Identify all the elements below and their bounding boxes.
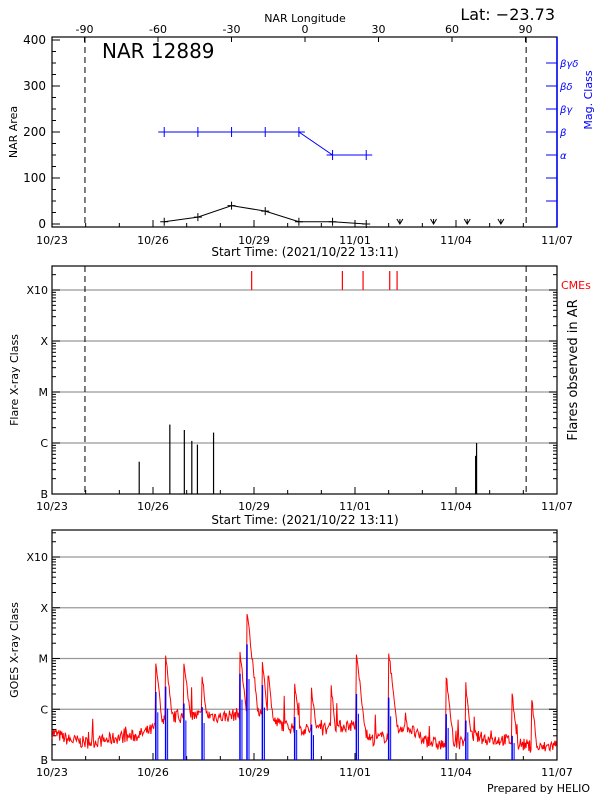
goes-axis-label: GOES X-ray Class — [8, 602, 21, 698]
longitude-tick-label: 60 — [445, 23, 459, 36]
longitude-tick-label: 0 — [302, 23, 309, 36]
x-tick-label: 11/01 — [339, 500, 371, 513]
y-tick-label: 100 — [23, 171, 46, 185]
area-axis-label: NAR Area — [7, 106, 20, 158]
y-tick-label: X — [40, 602, 48, 615]
longitude-tick-label: 30 — [372, 23, 386, 36]
area-not-visible-marker — [497, 218, 505, 225]
area-data-point — [261, 207, 270, 216]
mag-class-data-point — [292, 127, 305, 137]
mag-class-data-point — [326, 150, 339, 160]
y-tick-label: 200 — [23, 125, 46, 139]
area-not-visible-marker — [430, 218, 437, 225]
x-tick-label: 11/07 — [541, 500, 573, 513]
x-tick-label: 10/29 — [238, 234, 270, 247]
y-tick-label: 300 — [23, 79, 46, 93]
mag-class-data-point — [259, 127, 272, 137]
mag-class-tick-label: βδ — [559, 82, 573, 93]
y-tick-label: B — [40, 488, 48, 501]
y-tick-label: B — [40, 754, 48, 767]
y-tick-label: M — [39, 653, 49, 666]
area-not-visible-marker — [396, 218, 404, 225]
area-not-visible-marker — [463, 218, 471, 225]
flare-plot-content: 10/23 10/26 10/29 11/01 11/04 11/07 B C M X X10 — [26, 266, 573, 513]
x-tick-label: 10/23 — [36, 766, 68, 779]
mag-class-tick-label: βγ — [559, 105, 573, 116]
cme-label: CMEs — [561, 279, 591, 292]
x-tick-label: 11/07 — [541, 766, 573, 779]
y-tick-label: 0 — [38, 217, 46, 231]
y-tick-label: M — [39, 386, 49, 399]
prepared-by-label: Prepared by HELIO — [487, 782, 590, 795]
longitude-tick-label: -60 — [149, 23, 167, 36]
mag-class-tick-label: α — [560, 151, 567, 162]
x-tick-label: 10/23 — [36, 500, 68, 513]
mag-class-data-point — [225, 127, 238, 137]
y-tick-label: 400 — [23, 33, 46, 47]
mag-class-data-point — [158, 127, 171, 137]
x-tick-label: 11/04 — [440, 234, 472, 247]
area-x-axis-label: Start Time: (2021/10/22 13:11) — [211, 245, 398, 259]
x-tick-label: 11/07 — [541, 234, 573, 247]
flare-plot-frame — [51, 265, 558, 495]
x-tick-label: 10/26 — [137, 234, 169, 247]
area-data-point — [227, 201, 236, 210]
area-data-point — [160, 217, 169, 226]
x-tick-label: 10/26 — [137, 766, 169, 779]
x-tick-label: 11/01 — [339, 766, 371, 779]
area-data-point — [328, 217, 337, 226]
goes-panel: 10/23 10/26 10/29 11/01 11/04 11/07 B C M X X10 GO… — [8, 529, 573, 779]
mag-class-tick-label: β — [559, 128, 567, 139]
area-plot-content: 10/23 10/26 10/29 11/01 11/04 11/07 0 100 200 300… — [23, 33, 578, 247]
y-tick-label: C — [40, 703, 48, 716]
goes-long-channel-line — [51, 613, 557, 753]
mag-class-data-point — [191, 127, 204, 137]
y-tick-label: C — [40, 437, 48, 450]
y-tick-label: X — [40, 335, 48, 348]
mag-class-data-point — [360, 150, 373, 160]
flare-axis-label: Flare X-ray Class — [8, 334, 21, 426]
goes-plot-frame — [51, 529, 558, 761]
x-tick-label: 10/26 — [137, 500, 169, 513]
longitude-tick-label: 90 — [519, 23, 533, 36]
longitude-ticks: -90 -60 -30 0 30 60 90 — [76, 23, 533, 42]
longitude-tick-label: -30 — [223, 23, 241, 36]
area-data-point — [362, 220, 371, 228]
latitude-label: Lat: −23.73 — [460, 5, 555, 24]
x-tick-label: 11/01 — [339, 234, 371, 247]
longitude-tick-label: -90 — [76, 23, 94, 36]
y-tick-label: X10 — [26, 551, 48, 564]
area-data-point — [294, 217, 303, 226]
x-tick-label: 11/04 — [440, 500, 472, 513]
goes-plot-content: 10/23 10/26 10/29 11/01 11/04 11/07 B C M X X10 — [26, 532, 573, 779]
x-tick-label: 10/23 — [36, 234, 68, 247]
area-panel: 10/23 10/26 10/29 11/01 11/04 11/07 0 100 200 300… — [7, 33, 595, 259]
longitude-axis-label: NAR Longitude — [264, 12, 346, 25]
y-tick-label: X10 — [26, 284, 48, 297]
area-data-point — [193, 213, 202, 222]
mag-class-axis-label: Mag. Class — [582, 70, 595, 129]
x-tick-label: 11/04 — [440, 766, 472, 779]
flares-observed-label: Flares observed in AR — [566, 299, 581, 440]
mag-class-tick-label: βγδ — [559, 59, 578, 70]
flare-x-axis-label: Start Time: (2021/10/22 13:11) — [211, 513, 398, 527]
flare-panel: 10/23 10/26 10/29 11/01 11/04 11/07 B C M X X10 Fl… — [8, 265, 591, 527]
x-tick-label: 10/29 — [238, 500, 270, 513]
x-tick-label: 10/29 — [238, 766, 270, 779]
ar-title: NAR 12889 — [102, 39, 215, 63]
